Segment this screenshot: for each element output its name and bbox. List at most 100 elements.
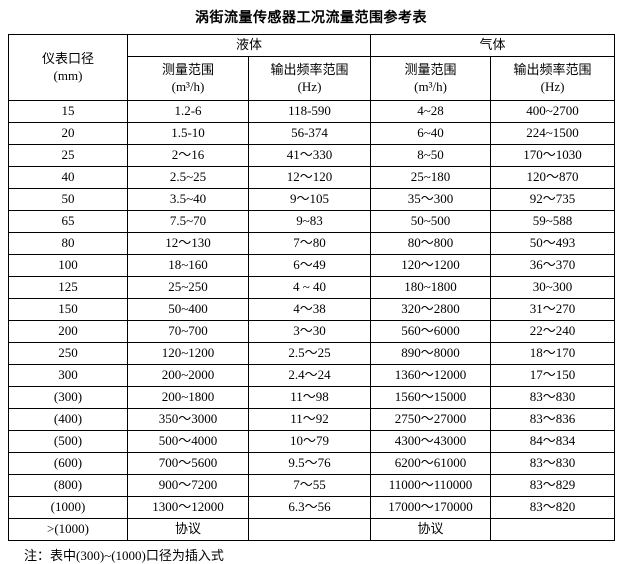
diameter-cell: (1000) <box>8 496 128 519</box>
diameter-cell: (600) <box>8 452 128 475</box>
table-row: (1000) 1300～12000 6.3～56 17000～170000 83～820 <box>8 496 616 519</box>
value-cell: 6～49 <box>247 254 372 277</box>
value-cell: 8~50 <box>370 144 492 167</box>
value-cell: 9.5～76 <box>247 452 372 475</box>
value-cell: 180~1800 <box>370 276 492 299</box>
value-cell: 18～170 <box>490 342 616 365</box>
value-cell: 6.3～56 <box>247 496 372 519</box>
table-row: (400) 350～3000 11～92 2750～27000 83～836 <box>8 408 616 431</box>
value-cell: 10～79 <box>247 430 372 453</box>
value-cell: 22～240 <box>490 320 616 343</box>
value-cell: 17000～170000 <box>370 496 492 519</box>
table-head: 仪表口径 (mm) 液体 气体 测量范围 (m³/h) 输出频率范围 (Hz) … <box>8 34 616 101</box>
value-cell: 59~588 <box>490 210 616 233</box>
value-cell: 11～92 <box>247 408 372 431</box>
value-cell: 224~1500 <box>490 122 616 145</box>
flow-range-table: 仪表口径 (mm) 液体 气体 测量范围 (m³/h) 输出频率范围 (Hz) … <box>8 34 616 541</box>
header-gas: 气体 <box>370 34 616 57</box>
value-cell: 700～5600 <box>127 452 249 475</box>
value-cell: 50~400 <box>127 298 249 321</box>
diameter-cell: (500) <box>8 430 128 453</box>
value-cell: 56-374 <box>247 122 372 145</box>
header-diameter: 仪表口径 (mm) <box>8 34 128 101</box>
table-row: 150 50~400 4～38 320～2800 31～270 <box>8 298 616 321</box>
value-cell: 80～800 <box>370 232 492 255</box>
diameter-cell: 200 <box>8 320 128 343</box>
diameter-cell: 100 <box>8 254 128 277</box>
value-cell <box>247 518 372 541</box>
value-cell: 500～4000 <box>127 430 249 453</box>
table-row: >(1000) 协议 协议 <box>8 518 616 541</box>
value-cell: 170～1030 <box>490 144 616 167</box>
value-cell: 3.5~40 <box>127 188 249 211</box>
value-cell: 890～8000 <box>370 342 492 365</box>
diameter-cell: >(1000) <box>8 518 128 541</box>
value-cell: 50～493 <box>490 232 616 255</box>
diameter-cell: 25 <box>8 144 128 167</box>
diameter-cell: 250 <box>8 342 128 365</box>
value-cell: 6~40 <box>370 122 492 145</box>
value-cell: 320～2800 <box>370 298 492 321</box>
table-row: (500) 500～4000 10～79 4300～43000 84～834 <box>8 430 616 453</box>
value-cell: 4～38 <box>247 298 372 321</box>
value-cell: 2.4～24 <box>247 364 372 387</box>
footnote: 注：表中(300)~(1000)口径为插入式 <box>24 548 224 563</box>
value-cell: 31～270 <box>490 298 616 321</box>
value-cell: 11～98 <box>247 386 372 409</box>
header-gas-frequency-range: 输出频率范围 (Hz) <box>490 56 616 101</box>
diameter-cell: 125 <box>8 276 128 299</box>
value-cell: 4 ~ 40 <box>247 276 372 299</box>
table-row: 65 7.5~70 9~83 50~500 59~588 <box>8 210 616 233</box>
table-row: (300) 200~1800 11～98 1560～15000 83～830 <box>8 386 616 409</box>
value-cell: 200~1800 <box>127 386 249 409</box>
diameter-cell: (800) <box>8 474 128 497</box>
diameter-cell: (300) <box>8 386 128 409</box>
header-row-groups: 仪表口径 (mm) 液体 气体 <box>8 34 616 101</box>
diameter-cell: 50 <box>8 188 128 211</box>
value-cell: 9～105 <box>247 188 372 211</box>
value-cell: 1.5-10 <box>127 122 249 145</box>
value-cell: 7～55 <box>247 474 372 497</box>
value-cell: 11000～110000 <box>370 474 492 497</box>
table-row: 20 1.5-10 56-374 6~40 224~1500 <box>8 122 616 145</box>
diameter-cell: 150 <box>8 298 128 321</box>
diameter-cell: (400) <box>8 408 128 431</box>
value-cell: 92～735 <box>490 188 616 211</box>
value-cell: 1300～12000 <box>127 496 249 519</box>
diameter-cell: 40 <box>8 166 128 189</box>
value-cell: 200~2000 <box>127 364 249 387</box>
value-cell: 350～3000 <box>127 408 249 431</box>
page-title: 涡街流量传感器工况流量范围参考表 <box>195 9 427 25</box>
value-cell: 83～820 <box>490 496 616 519</box>
header-gas-measure-range: 测量范围 (m³/h) <box>370 56 492 101</box>
table-row: 250 120~1200 2.5～25 890～8000 18～170 <box>8 342 616 365</box>
diameter-cell: 20 <box>8 122 128 145</box>
diameter-cell: 80 <box>8 232 128 255</box>
value-cell: 25~180 <box>370 166 492 189</box>
value-cell: 2～16 <box>127 144 249 167</box>
table-body: 15 1.2-6 118-590 4~28 400~2700 20 1.5-10 56-374… <box>8 100 616 541</box>
value-cell: 50~500 <box>370 210 492 233</box>
value-cell: 25~250 <box>127 276 249 299</box>
value-cell: 70~700 <box>127 320 249 343</box>
header-row-subcolumns: 测量范围 (m³/h) 输出频率范围 (Hz) 测量范围 (m³/h) 输出频率… <box>9 56 616 101</box>
table-row: 15 1.2-6 118-590 4~28 400~2700 <box>8 100 616 123</box>
value-cell: 3～30 <box>247 320 372 343</box>
diameter-cell: 65 <box>8 210 128 233</box>
value-cell: 2.5~25 <box>127 166 249 189</box>
value-cell: 120～870 <box>490 166 616 189</box>
table-row: (600) 700～5600 9.5～76 6200～61000 83～830 <box>8 452 616 475</box>
value-cell: 2750～27000 <box>370 408 492 431</box>
value-cell: 12～130 <box>127 232 249 255</box>
value-cell <box>490 518 616 541</box>
table-row: 50 3.5~40 9～105 35～300 92～735 <box>8 188 616 211</box>
table-row: 100 18~160 6～49 120～1200 36～370 <box>8 254 616 277</box>
diameter-cell: 15 <box>8 100 128 123</box>
value-cell: 35～300 <box>370 188 492 211</box>
value-cell: 4~28 <box>370 100 492 123</box>
value-cell: 83～830 <box>490 452 616 475</box>
value-cell: 83～830 <box>490 386 616 409</box>
value-cell: 41～330 <box>247 144 372 167</box>
value-cell: 560～6000 <box>370 320 492 343</box>
